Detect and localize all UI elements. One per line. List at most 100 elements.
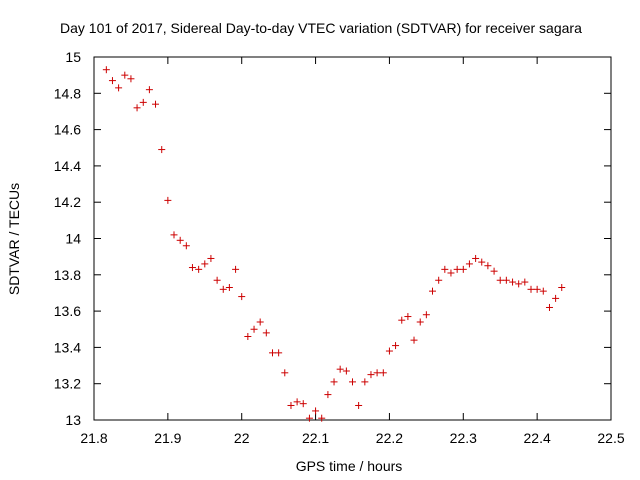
data-point — [145, 86, 153, 94]
x-tick-label: 22.2 — [376, 430, 403, 446]
data-point — [539, 287, 547, 295]
data-point — [108, 77, 116, 85]
chart-title: Day 101 of 2017, Sidereal Day-to-day VTE… — [60, 20, 582, 36]
data-point — [552, 294, 560, 302]
data-point — [195, 265, 203, 273]
data-point — [133, 104, 141, 112]
data-point — [496, 276, 504, 284]
data-point — [410, 336, 418, 344]
data-point — [465, 260, 473, 268]
data-point — [238, 293, 246, 301]
x-axis: 21.8 21.9 22 22.1 22.2 22.3 22.4 22.5 — [80, 57, 625, 446]
y-tick-label: 13.6 — [54, 303, 81, 319]
data-point — [484, 262, 492, 270]
x-tick-label: 22.1 — [302, 430, 329, 446]
data-point — [379, 369, 387, 377]
data-point — [521, 278, 529, 286]
data-point — [250, 325, 258, 333]
plot-border — [93, 56, 612, 421]
data-point — [287, 401, 295, 409]
data-point — [102, 66, 110, 74]
data-point — [115, 84, 123, 92]
y-tick-label: 14.6 — [54, 122, 81, 138]
data-point — [244, 333, 252, 341]
data-point — [459, 265, 467, 273]
x-tick-label: 22.5 — [597, 430, 624, 446]
data-point — [121, 71, 129, 79]
data-point — [361, 378, 369, 386]
data-point — [232, 265, 240, 273]
data-point — [275, 349, 283, 357]
y-tick-label: 13 — [65, 412, 81, 428]
data-point — [392, 342, 400, 350]
data-point — [447, 269, 455, 277]
data-point — [398, 316, 406, 324]
y-tick-label: 14 — [65, 231, 81, 247]
data-point — [127, 75, 135, 83]
y-tick-label: 13.8 — [54, 267, 81, 283]
data-point — [188, 264, 196, 272]
x-axis-label: GPS time / hours — [296, 458, 403, 474]
data-point — [225, 284, 233, 292]
x-tick-label: 21.8 — [80, 430, 107, 446]
data-point — [299, 400, 307, 408]
data-point — [213, 276, 221, 284]
data-point — [182, 242, 190, 250]
data-point — [367, 371, 375, 379]
y-tick-label: 14.2 — [54, 194, 81, 210]
data-point — [330, 378, 338, 386]
y-tick-label: 14.4 — [54, 158, 81, 174]
data-point — [336, 365, 344, 373]
data-point — [176, 236, 184, 244]
data-point — [312, 407, 320, 415]
data-point — [152, 100, 160, 108]
data-point — [478, 258, 486, 266]
data-point — [558, 284, 566, 292]
data-point — [509, 278, 517, 286]
data-point — [404, 313, 412, 321]
data-point — [515, 280, 523, 288]
data-point — [490, 267, 498, 275]
data-point — [207, 254, 215, 262]
data-point — [373, 369, 381, 377]
data-point — [385, 347, 393, 355]
data-point — [219, 285, 227, 293]
data-point — [164, 196, 172, 204]
data-point — [416, 318, 424, 326]
data-point — [269, 349, 277, 357]
data-point — [441, 265, 449, 273]
data-point — [428, 287, 436, 295]
y-axis-label: SDTVAR / TECUs — [6, 183, 22, 295]
x-tick-label: 21.9 — [154, 430, 181, 446]
data-point — [435, 276, 443, 284]
y-tick-label: 15 — [65, 49, 81, 65]
data-point — [262, 329, 270, 337]
y-axis: 13 13.2 13.4 13.6 13.8 14 14.2 14.4 14.6 14.8 15 — [54, 49, 611, 428]
y-tick-label: 13.4 — [54, 339, 81, 355]
data-point — [256, 318, 264, 326]
data-point — [527, 285, 535, 293]
x-tick-label: 22.3 — [450, 430, 477, 446]
data-point — [453, 265, 461, 273]
data-series — [102, 66, 566, 422]
x-tick-label: 22.4 — [524, 430, 551, 446]
data-point — [502, 276, 510, 284]
data-point — [355, 401, 363, 409]
plot-frame — [93, 56, 612, 421]
data-point — [170, 231, 178, 239]
data-point — [349, 378, 356, 386]
data-point — [422, 311, 430, 319]
data-point — [533, 285, 541, 293]
data-point — [324, 391, 332, 399]
x-tick-label: 22 — [234, 430, 250, 446]
data-point — [281, 369, 289, 377]
data-point — [201, 260, 209, 268]
data-point — [139, 98, 147, 106]
data-point — [293, 398, 301, 406]
data-point — [472, 254, 480, 262]
data-point — [545, 303, 553, 311]
data-point — [158, 146, 166, 154]
data-point — [318, 414, 326, 422]
data-point — [305, 414, 313, 422]
